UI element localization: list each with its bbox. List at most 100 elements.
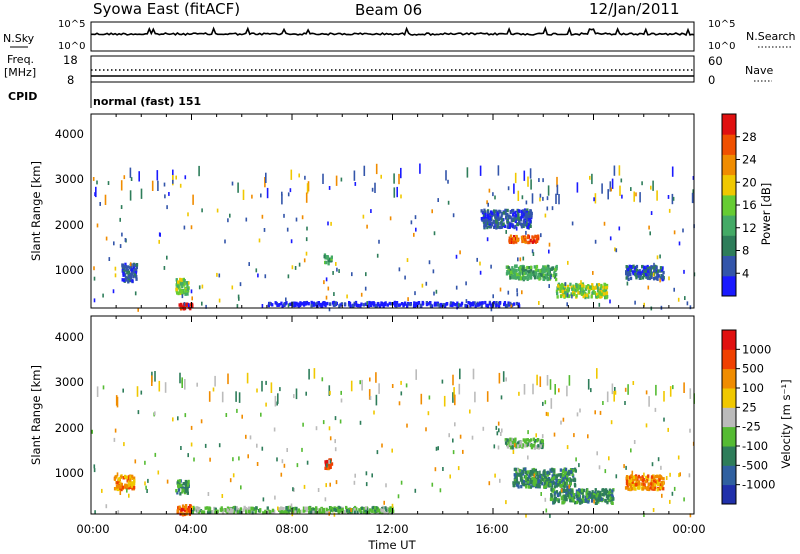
velocity-cell-725 xyxy=(570,493,573,498)
power-cell-556 xyxy=(585,293,588,298)
velocity-cell-413 xyxy=(531,479,534,483)
velocity-cell-1324 xyxy=(377,508,381,513)
velocity-ytick-1000: 1000 xyxy=(55,466,84,480)
power-cell-1481 xyxy=(519,257,522,262)
velocity-cell-1581 xyxy=(209,457,211,462)
date-label: 12/Jan/2011 xyxy=(589,0,680,18)
power-cell-1565 xyxy=(364,286,367,291)
velocity-cell-486 xyxy=(543,477,546,481)
power-cell-870 xyxy=(513,214,516,218)
velocity-cell-1496 xyxy=(688,473,691,478)
power-cell-297 xyxy=(523,269,526,273)
velocity-cell-1417 xyxy=(229,478,232,483)
power-cell-528 xyxy=(571,287,574,291)
power-cell-1024 xyxy=(517,209,520,213)
power-cell-1301 xyxy=(362,303,365,307)
power-cell-1287 xyxy=(290,302,293,306)
velocity-cell-149 xyxy=(133,479,136,483)
velocity-cell-1639 xyxy=(437,446,439,451)
velocity-colorbar-seg-3 xyxy=(722,426,736,447)
velocity-cell-1376 xyxy=(164,382,167,393)
power-cell-1644 xyxy=(239,282,242,287)
velocity-cell-1356 xyxy=(136,386,139,397)
velocity-cell-803 xyxy=(602,492,605,497)
power-cell-536 xyxy=(600,290,603,294)
velocity-cell-472 xyxy=(539,480,543,485)
nave-tick-bottom: 0 xyxy=(708,73,715,87)
velocity-cell-988 xyxy=(629,479,632,483)
power-cell-748 xyxy=(641,269,644,273)
velocity-cell-825 xyxy=(577,493,581,498)
power-colorbar-seg-1 xyxy=(722,255,736,277)
velocity-cell-774 xyxy=(550,494,553,498)
power-cell-1299 xyxy=(400,302,404,306)
power-cell-1380 xyxy=(95,186,97,198)
power-cell-691 xyxy=(651,271,654,275)
power-cell-317 xyxy=(517,267,521,272)
power-cell-969 xyxy=(494,209,498,214)
power-cell-1452 xyxy=(295,217,298,222)
velocity-cell-814 xyxy=(572,493,575,497)
power-cell-431 xyxy=(572,284,575,288)
power-cell-1182 xyxy=(436,303,440,307)
power-cell-1170 xyxy=(292,303,295,308)
power-cell-718 xyxy=(635,264,639,269)
velocity-cell-435 xyxy=(532,472,535,477)
power-colorbar-label: Power [dB] xyxy=(759,183,773,246)
velocity-cell-1652 xyxy=(661,493,663,498)
velocity-cell-588 xyxy=(560,484,563,488)
velocity-cell-584 xyxy=(559,472,562,477)
velocity-cell-490 xyxy=(546,473,549,477)
power-cell-1349 xyxy=(529,168,532,179)
velocity-cell-1405 xyxy=(550,398,553,409)
power-cell-958 xyxy=(484,217,487,221)
velocity-cell-1383 xyxy=(328,385,331,396)
power-cell-157 xyxy=(130,263,133,267)
velocity-cell-1449 xyxy=(517,468,519,473)
power-cell-575 xyxy=(556,291,559,296)
velocity-cell-1108 xyxy=(306,506,309,510)
power-cell-1326 xyxy=(393,187,396,198)
velocity-cell-1570 xyxy=(91,429,93,434)
velocity-cell-1400 xyxy=(221,391,224,403)
velocity-cell-984 xyxy=(640,477,643,482)
velocity-cell-873 xyxy=(650,477,653,481)
velocity-cell-1193 xyxy=(222,508,225,512)
power-cell-1320 xyxy=(395,301,399,305)
velocity-cell-1536 xyxy=(326,463,328,468)
velocity-cell-559 xyxy=(562,481,565,486)
velocity-cell-1272 xyxy=(304,506,307,510)
power-cell-1210 xyxy=(378,304,382,308)
freq-label-2: [MHz] xyxy=(4,66,36,79)
velocity-cell-1189 xyxy=(267,509,271,514)
velocity-cell-819 xyxy=(580,500,584,504)
power-cell-1464 xyxy=(216,208,219,213)
velocity-cell-160 xyxy=(128,480,131,484)
velocity-cell-343 xyxy=(517,481,520,485)
velocity-cell-1313 xyxy=(290,505,293,510)
power-cell-1033 xyxy=(482,216,485,221)
velocity-cell-872 xyxy=(328,465,331,470)
power-cell-1473 xyxy=(119,244,122,248)
power-cell-783 xyxy=(327,259,330,263)
power-cell-854 xyxy=(487,215,490,219)
power-cell-272 xyxy=(509,273,512,278)
velocity-cell-1117 xyxy=(208,506,211,510)
velocity-cell-1293 xyxy=(257,509,261,513)
power-cell-1292 xyxy=(338,304,341,308)
power-ytick-3000: 3000 xyxy=(55,172,84,186)
velocity-cell-1001 xyxy=(647,482,651,486)
velocity-cell-32 xyxy=(180,508,184,512)
power-cell-1615 xyxy=(191,296,193,301)
power-cell-1558 xyxy=(114,273,117,278)
velocity-cell-47 xyxy=(181,490,184,494)
velocity-cell-1204 xyxy=(291,507,294,511)
power-cell-1108 xyxy=(498,304,501,308)
power-cell-925 xyxy=(519,222,522,226)
velocity-cell-1461 xyxy=(315,426,318,431)
velocity-cell-753 xyxy=(550,488,553,492)
velocity-cell-1351 xyxy=(536,374,538,386)
velocity-cell-1481 xyxy=(547,412,549,417)
velocity-cell-547 xyxy=(571,472,574,477)
power-cell-134 xyxy=(126,270,129,275)
